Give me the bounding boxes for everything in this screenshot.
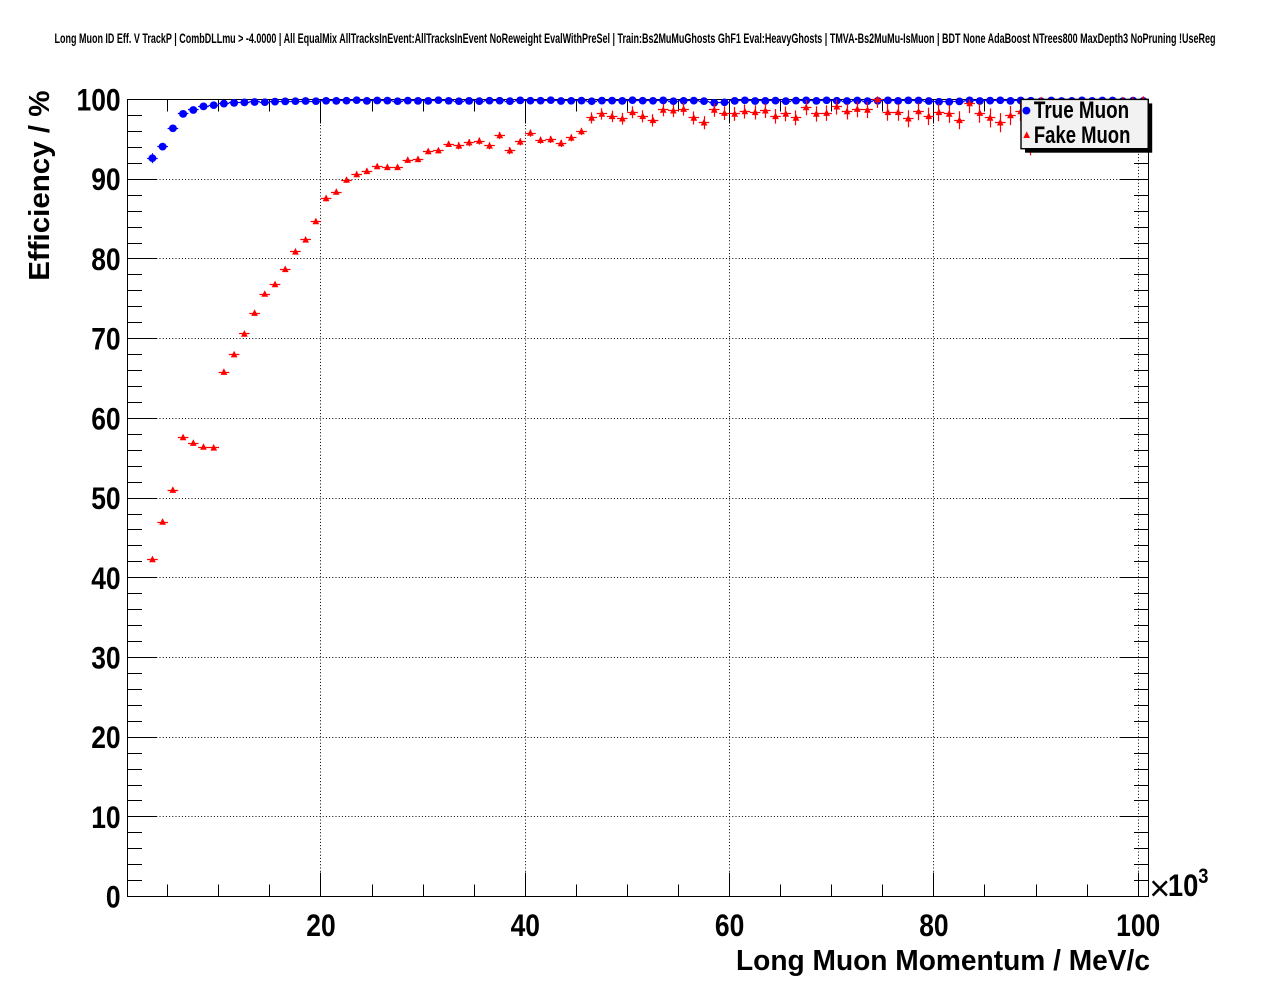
svg-text:100: 100: [1116, 907, 1160, 943]
svg-text:70: 70: [91, 321, 120, 357]
svg-text:80: 80: [91, 241, 120, 277]
svg-text:Long Muon ID Eff. V TrackP | C: Long Muon ID Eff. V TrackP | CombDLLmu >…: [55, 31, 1216, 46]
svg-text:60: 60: [715, 907, 744, 943]
svg-text:100: 100: [77, 82, 121, 118]
svg-text:×: ×: [1149, 868, 1170, 909]
svg-text:30: 30: [91, 640, 120, 676]
svg-text:0: 0: [106, 879, 121, 915]
svg-text:10: 10: [1168, 867, 1199, 903]
svg-text:20: 20: [306, 907, 335, 943]
svg-text:50: 50: [91, 480, 120, 516]
svg-text:3: 3: [1198, 864, 1208, 888]
svg-text:40: 40: [511, 907, 540, 943]
svg-text:Efficiency / %: Efficiency / %: [24, 90, 56, 281]
svg-text:10: 10: [91, 799, 120, 835]
svg-text:60: 60: [91, 400, 120, 436]
svg-text:Long Muon Momentum / MeV/c: Long Muon Momentum / MeV/c: [736, 945, 1150, 977]
svg-text:40: 40: [91, 560, 120, 596]
svg-text:80: 80: [919, 907, 948, 943]
svg-text:True Muon: True Muon: [1034, 97, 1129, 124]
svg-text:90: 90: [91, 161, 120, 197]
svg-text:20: 20: [91, 719, 120, 755]
svg-text:Fake Muon: Fake Muon: [1034, 122, 1131, 149]
